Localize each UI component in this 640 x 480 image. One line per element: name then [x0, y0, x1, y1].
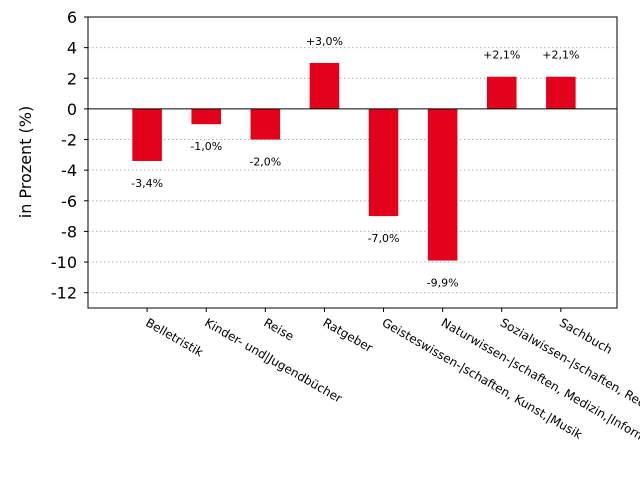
x-tick-label: Reise — [261, 315, 296, 343]
bar — [132, 108, 162, 161]
bar — [309, 62, 340, 109]
bars — [132, 62, 576, 261]
bar — [427, 108, 458, 261]
bar — [250, 108, 281, 140]
y-tick-label: 4 — [67, 39, 77, 58]
plot-frame — [87, 16, 618, 309]
data-label: -7,0% — [368, 232, 400, 245]
y-tick-label: 0 — [67, 100, 77, 119]
y-tick-label: -12 — [51, 284, 77, 303]
data-label: -1,0% — [190, 140, 222, 153]
x-tick-label: Belletristik — [143, 315, 205, 359]
y-tick-label: -6 — [61, 192, 77, 211]
y-tick-label: -2 — [61, 131, 77, 150]
data-label: -9,9% — [427, 277, 459, 290]
bar — [368, 108, 399, 217]
y-tick-label: -10 — [51, 253, 77, 272]
data-label: +2,1% — [483, 49, 520, 62]
y-tick-label: -4 — [61, 161, 77, 180]
bar — [486, 76, 517, 109]
y-axis-label: in Prozent (%) — [16, 106, 35, 218]
y-tick-label: -8 — [61, 222, 77, 241]
y-tick-label: 6 — [67, 8, 77, 27]
bar — [546, 76, 576, 109]
bar — [191, 108, 221, 125]
gridlines — [88, 16, 617, 294]
data-label: +3,0% — [306, 35, 343, 48]
data-label: -3,4% — [131, 177, 163, 190]
data-label: +2,1% — [542, 49, 579, 62]
data-labels: -3,4% -1,0% -2,0% +3,0% -7,0% -9,9% +2,1% +2,1% — [131, 35, 579, 290]
x-tick-label: Ratgeber — [321, 315, 376, 355]
y-tick-label: 2 — [67, 69, 77, 88]
y-axis-ticks: 6 4 2 0 -2 -4 -6 -8 -10 -12 — [51, 8, 88, 303]
data-label: -2,0% — [249, 156, 281, 169]
